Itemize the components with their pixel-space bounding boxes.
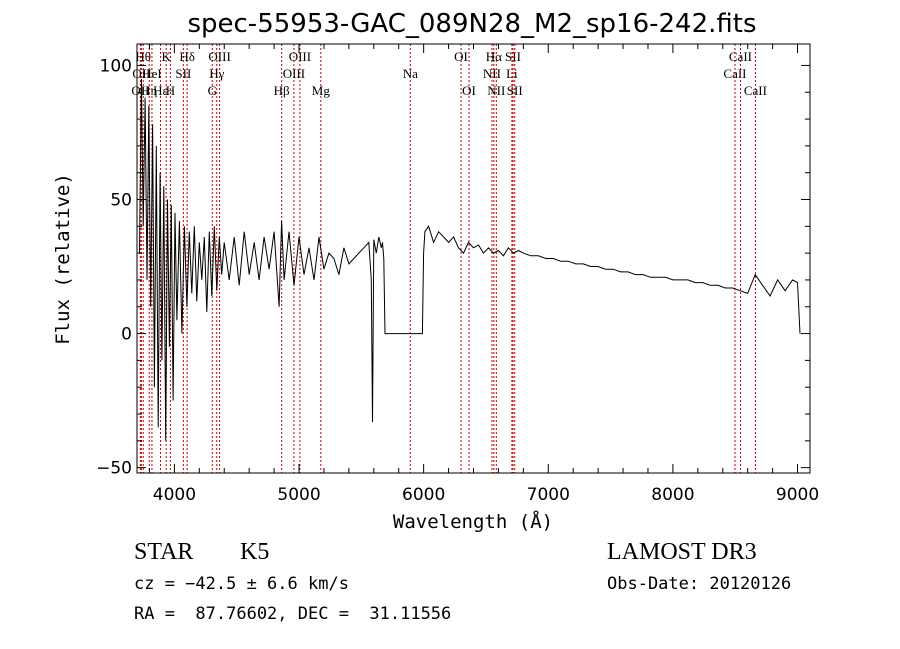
x-tick-label: 4000 xyxy=(153,485,196,505)
spectral-line-label: Mg xyxy=(312,83,331,98)
spectral-line-label: Hε xyxy=(153,83,168,98)
y-axis-label: Flux (relative) xyxy=(52,173,74,345)
spectral-line-label: OIII xyxy=(289,49,311,64)
spectral-line-label: Na xyxy=(403,66,418,81)
survey-name: LAMOST DR3 xyxy=(607,539,757,565)
object-subclass: K5 xyxy=(240,539,270,565)
y-tick-label: 0 xyxy=(121,325,132,345)
spectral-line-label: Hθ xyxy=(135,49,151,64)
axis-ticks: 4000 5000 6000 7000 8000 9000 −50 0 50 100 xyxy=(96,44,819,505)
spectral-line-markers: OIIHθOIIHηHeIKHεHSIIHδHγGOIIIHβOIIIOIIIM… xyxy=(131,44,767,473)
redshift-velocity: cz = −42.5 ± 6.6 km/s xyxy=(134,574,349,594)
spectral-line-label: Li xyxy=(506,66,518,81)
observation-date: Obs-Date: 20120126 xyxy=(607,574,792,594)
spectral-line-label: HeI xyxy=(142,66,162,81)
spectral-line-label: Hβ xyxy=(274,83,290,98)
spectral-line-label: NII xyxy=(483,66,501,81)
spectral-line-label: NII xyxy=(487,83,505,98)
plot-frame xyxy=(136,43,811,474)
spectral-line-label: OIII xyxy=(283,66,305,81)
spectral-line-label: H xyxy=(166,83,175,98)
spectral-line-label: Hη xyxy=(141,83,157,98)
x-tick-label: 7000 xyxy=(527,485,570,505)
spectral-line-label: SII xyxy=(507,83,523,98)
object-class: STAR xyxy=(134,539,194,565)
spectral-line-label: Hδ xyxy=(179,49,195,64)
x-tick-label: 9000 xyxy=(776,485,819,505)
y-tick-label: −50 xyxy=(96,459,132,479)
x-tick-label: 8000 xyxy=(651,485,694,505)
y-tick-label: 50 xyxy=(110,191,132,211)
spectrum-series-line xyxy=(139,78,801,441)
spectral-line-label: SII xyxy=(175,66,191,81)
spectral-line-label: CaII xyxy=(729,49,752,64)
spectral-line-label: OIII xyxy=(208,49,230,64)
spectral-line-label: K xyxy=(161,49,171,64)
spectral-line-label: Hα xyxy=(486,49,502,64)
spectral-line-label: CaII xyxy=(744,83,767,98)
spectral-line-label: SII xyxy=(505,49,521,64)
spectral-line-label: G xyxy=(208,83,217,98)
spectral-line-label: OI xyxy=(454,49,468,64)
spectral-line-label: Hγ xyxy=(209,66,224,81)
spectral-line-label: OI xyxy=(462,83,476,98)
spectral-line-label: CaII xyxy=(723,66,746,81)
chart-title: spec-55953-GAC_089N28_M2_sp16-242.fits xyxy=(187,9,756,39)
spectral-line-label: OII xyxy=(131,83,149,98)
x-tick-label: 5000 xyxy=(277,485,320,505)
sky-coordinates: RA = 87.76602, DEC = 31.11556 xyxy=(134,604,452,624)
x-tick-label: 6000 xyxy=(402,485,445,505)
x-axis-label: Wavelength (Å) xyxy=(393,510,553,533)
y-tick-label: 100 xyxy=(100,56,132,76)
